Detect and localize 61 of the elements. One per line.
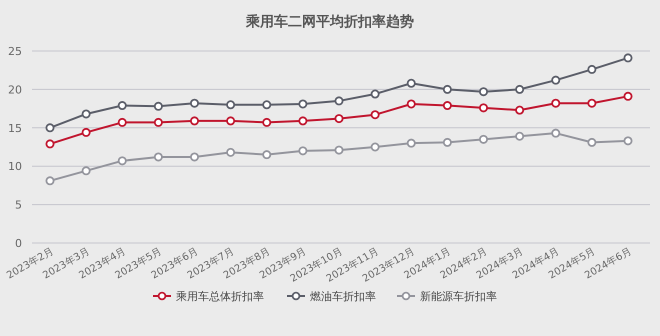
y-tick-label: 20 [8, 83, 22, 96]
y-tick-label: 15 [8, 122, 22, 135]
legend-label: 燃油车折扣率 [310, 290, 376, 303]
point [298, 146, 308, 156]
point [479, 134, 488, 144]
point [370, 90, 380, 99]
point [82, 128, 91, 137]
point [334, 146, 344, 155]
point [154, 118, 163, 127]
point [190, 116, 199, 126]
point [551, 76, 560, 85]
legend-label: 乘用车总体折扣率 [176, 290, 264, 303]
point [334, 114, 344, 124]
point [46, 139, 54, 148]
point [262, 100, 272, 110]
point [587, 98, 596, 108]
point [298, 99, 308, 108]
point [82, 166, 91, 176]
point [334, 96, 344, 106]
point [442, 84, 452, 94]
point [190, 152, 199, 162]
point [118, 118, 127, 127]
point [226, 116, 236, 126]
point [551, 128, 560, 138]
legend-label: 新能源车折扣率 [420, 290, 497, 303]
point [442, 101, 452, 110]
point [118, 156, 127, 166]
point [118, 101, 127, 110]
point [154, 152, 163, 162]
chart-title: 乘用车二网平均折扣率趋势 [245, 13, 414, 30]
point [479, 103, 488, 112]
point [370, 142, 380, 152]
point [624, 53, 632, 62]
point [190, 98, 199, 108]
y-tick-label: 0 [15, 237, 22, 250]
point [298, 116, 308, 126]
point [262, 150, 272, 160]
point [46, 123, 54, 132]
point [406, 138, 416, 148]
point [551, 98, 560, 108]
point [515, 84, 524, 94]
y-tick-label: 5 [15, 198, 22, 212]
y-tick-label: 25 [8, 45, 22, 58]
point [226, 148, 236, 157]
point [587, 64, 596, 74]
point [262, 118, 272, 127]
point [624, 92, 632, 101]
point [82, 109, 91, 118]
y-tick-label: 10 [8, 160, 22, 174]
point [154, 102, 163, 111]
point [406, 78, 416, 88]
point [624, 136, 632, 146]
point [442, 138, 452, 147]
point [226, 100, 236, 110]
point [587, 138, 596, 147]
point [46, 176, 54, 186]
point [515, 132, 524, 141]
point [479, 87, 488, 96]
point [515, 106, 524, 115]
point [406, 99, 416, 108]
point [370, 110, 380, 120]
